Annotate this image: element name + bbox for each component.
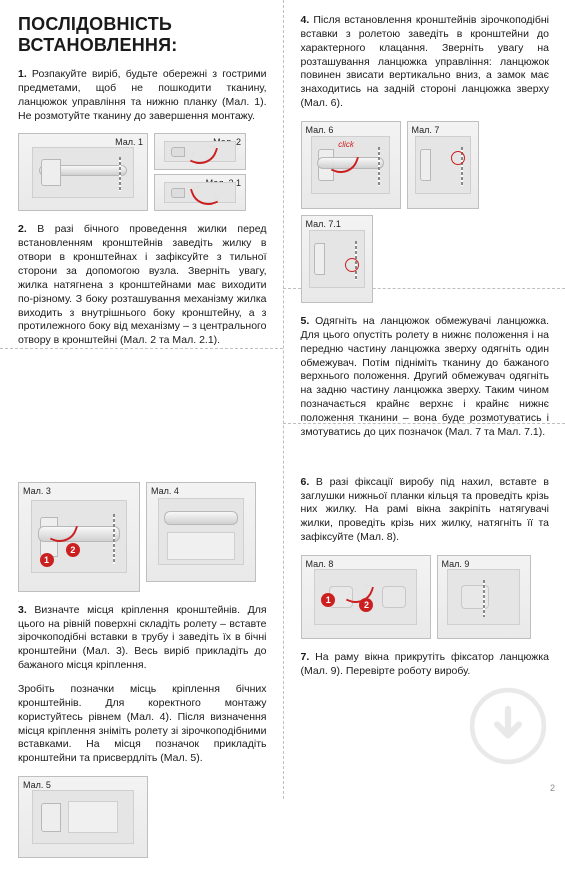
figure-2: Мал. 2 [154,133,246,170]
figure-4-label: Мал. 4 [151,486,179,496]
step-4-text: Після встановлення кронштейнів зірочкопо… [301,14,550,109]
figure-9-label: Мал. 9 [442,559,470,569]
section-6-7: 6. В разі фіксації виробу під нахил, вст… [283,462,565,882]
step-7: 7. На раму вікна прикрутіть фіксатор лан… [301,651,550,679]
page-title: ПОСЛІДОВНІСТЬ ВСТАНОВЛЕННЯ: [18,14,267,56]
horizontal-divider-right-2 [283,423,565,424]
figure-3-label: Мал. 3 [23,486,51,496]
figure-8-label: Мал. 8 [306,559,334,569]
step-4: 4. Після встановлення кронштейнів зірочк… [301,14,550,111]
section-3: Мал. 3 1 2 Мал. 4 3. Визначте місця кріп… [0,462,283,882]
page-grid: ПОСЛІДОВНІСТЬ ВСТАНОВЛЕННЯ: 1. Розпакуйт… [0,0,565,799]
illus-5 [32,790,134,844]
fig-row-8-9: Мал. 8 1 2 Мал. 9 [301,555,550,639]
figure-7-1-label: Мал. 7.1 [306,219,341,229]
illus-7 [415,136,471,194]
horizontal-divider-left [0,348,283,349]
illus-9 [447,569,521,625]
figure-6: Мал. 6 click [301,121,401,209]
illus-6: click [311,136,389,194]
step-1-text: Розпакуйте виріб, будьте обережні з гост… [18,68,267,122]
step-2-text: В разі бічного проведення жилки перед вс… [18,223,267,346]
step-3a-text: Визначте місця кріплення кронштейнів. Дл… [18,604,267,671]
fig-row-6-7: Мал. 6 click Мал. 7 Мал. 7.1 [301,121,550,303]
illus-3: 1 2 [31,500,127,573]
fig-row-3-4: Мал. 3 1 2 Мал. 4 [18,482,267,592]
step-5: 5. Одягніть на ланцюжок обмежувачі ланцю… [301,315,550,440]
figure-7-1: Мал. 7.1 [301,215,373,303]
figure-1: Мал. 1 [18,133,148,211]
vertical-divider [283,0,284,799]
step-3b-text: Зробіть позначки місць кріплення бічних … [18,683,267,764]
figure-9: Мал. 9 [437,555,531,639]
fig-row-5: Мал. 5 [18,776,267,858]
step-5-text: Одягніть на ланцюжок обмежувачі ланцюжка… [301,315,550,438]
illus-1 [32,147,134,199]
step-3b: Зробіть позначки місць кріплення бічних … [18,683,267,766]
step-6-text: В разі фіксації виробу під нахил, вставт… [301,476,550,543]
click-label: click [338,140,354,149]
illus-2-1 [164,182,236,203]
figure-5: Мал. 5 [18,776,148,858]
figure-8: Мал. 8 1 2 [301,555,431,639]
illus-2 [164,141,236,162]
step-7-text: На раму вікна прикрутіть фіксатор ланцюж… [301,651,550,677]
step-6: 6. В разі фіксації виробу під нахил, вст… [301,476,550,545]
step-2: 2. В разі бічного проведення жилки перед… [18,223,267,348]
illus-7-1 [309,230,365,288]
figure-6-label: Мал. 6 [306,125,334,135]
figure-4: Мал. 4 [146,482,256,582]
step-3a: 3. Визначте місця кріплення кронштейнів.… [18,604,267,673]
illus-8: 1 2 [314,569,416,625]
figure-7-label: Мал. 7 [412,125,440,135]
fig-row-1: Мал. 1 Мал. 2 Мал. 2.1 [18,133,267,211]
illus-4 [158,498,244,565]
step-1: 1. Розпакуйте виріб, будьте обережні з г… [18,68,267,123]
page-number: 2 [550,783,555,793]
figure-7: Мал. 7 [407,121,479,209]
section-4-5: 4. Після встановлення кронштейнів зірочк… [283,0,565,462]
figure-5-label: Мал. 5 [23,780,51,790]
section-1-2: ПОСЛІДОВНІСТЬ ВСТАНОВЛЕННЯ: 1. Розпакуйт… [0,0,283,462]
figure-2-1: Мал. 2.1 [154,174,246,211]
figure-3: Мал. 3 1 2 [18,482,140,592]
